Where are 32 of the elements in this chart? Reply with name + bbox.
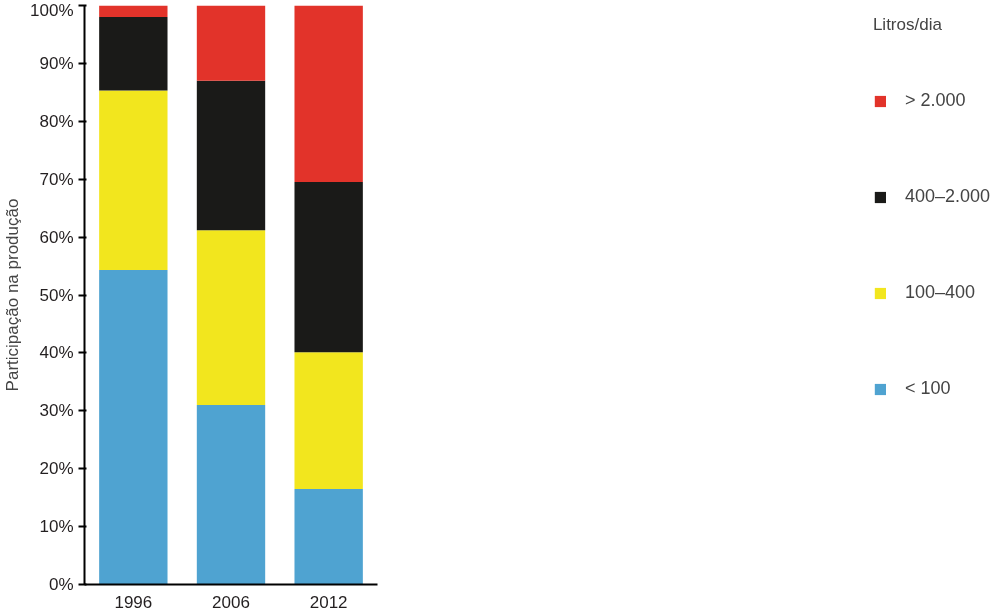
- bar: [99, 90, 168, 271]
- bar: [196, 405, 266, 585]
- bar: [294, 352, 363, 489]
- bar: [294, 488, 363, 585]
- bar: [196, 230, 266, 406]
- y-axis-title: Participação na produção: [3, 198, 23, 392]
- legend-label: < 100: [904, 378, 951, 399]
- bar: [196, 5, 266, 81]
- y-tick-label: 30%: [39, 401, 74, 421]
- y-tick-label: 0%: [48, 575, 74, 594]
- bar: [196, 80, 266, 231]
- y-tick-label: 20%: [39, 459, 74, 479]
- bar: [294, 182, 363, 353]
- bar: [294, 5, 363, 183]
- bar: [99, 5, 168, 18]
- y-tick-label: 10%: [39, 517, 74, 537]
- legend-label: > 2.000: [904, 90, 966, 111]
- y-tick-label: 40%: [39, 343, 74, 363]
- x-tick-label: 2012: [309, 592, 348, 612]
- legend-title: Litros/dia: [872, 15, 943, 35]
- bar: [99, 17, 168, 91]
- y-tick-label: 100%: [30, 0, 74, 20]
- y-tick-label: 60%: [39, 227, 74, 247]
- bar: [99, 270, 168, 585]
- y-tick-label: 90%: [39, 53, 74, 73]
- y-tick-label: 80%: [39, 111, 74, 131]
- y-tick-label: 50%: [39, 285, 74, 305]
- legend-label: 100–400: [904, 282, 975, 303]
- x-tick-label: 2006: [212, 592, 250, 612]
- legend-label: 400–2.000: [904, 186, 990, 207]
- x-tick-label: 1996: [114, 592, 153, 612]
- y-tick-label: 70%: [39, 169, 74, 189]
